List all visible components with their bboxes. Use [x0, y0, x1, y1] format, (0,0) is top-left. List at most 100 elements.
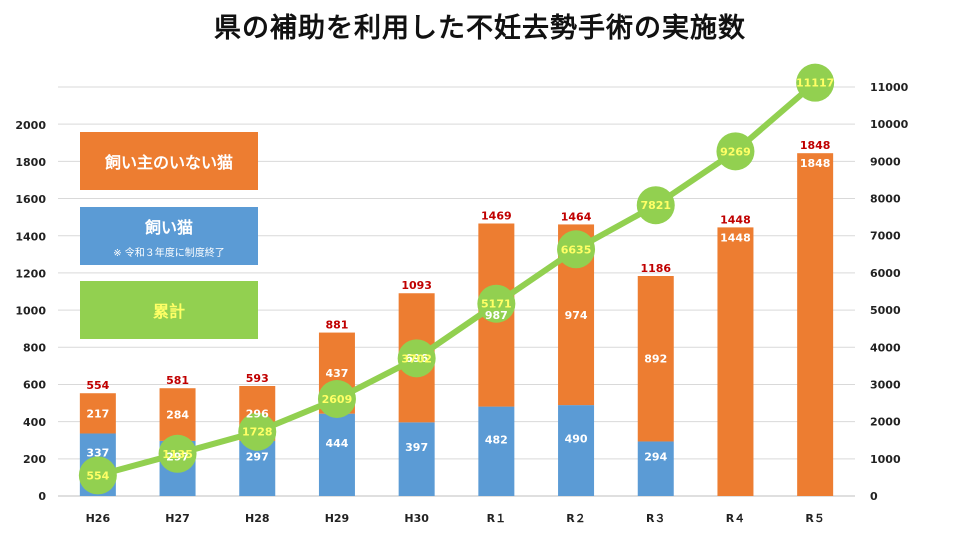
bar-owned-label: 444: [325, 437, 348, 450]
right-tick-label: 7000: [870, 230, 901, 243]
cumulative-label: 554: [86, 469, 109, 482]
bar-owned-label: 337: [86, 447, 109, 460]
x-tick-label: R５: [805, 512, 824, 525]
bar-stray-label: 284: [166, 409, 189, 422]
x-tick-label: H30: [404, 512, 429, 525]
bar-stray-label: 1848: [800, 157, 831, 170]
bar-owned-label: 297: [246, 450, 269, 463]
bar-stray-label: 296: [246, 407, 269, 420]
left-tick-label: 1400: [15, 230, 46, 243]
cumulative-point: [397, 339, 436, 378]
legend-stray-label: 飼い主のいない猫: [104, 153, 233, 172]
bar-total-label: 1093: [401, 279, 432, 292]
bar-stray-label: 974: [565, 309, 588, 322]
x-tick-label: R２: [566, 512, 585, 525]
cumulative-label: 7821: [640, 199, 671, 212]
right-tick-label: 11000: [870, 81, 909, 94]
legend-cumulative: 累計: [80, 281, 258, 339]
cumulative-point: [636, 186, 675, 225]
bar-total-label: 881: [325, 319, 348, 332]
bar-stray: [159, 388, 196, 441]
left-tick-label: 400: [23, 416, 46, 429]
chart-title: 県の補助を利用した不妊去勢手術の実施数: [214, 13, 746, 44]
left-tick-label: 600: [23, 379, 46, 392]
cumulative-point: [317, 379, 356, 418]
right-tick-label: 9000: [870, 155, 901, 168]
cumulative-line-path: [97, 80, 818, 479]
bar-stray: [717, 227, 754, 496]
legend-cumulative-label: 累計: [152, 302, 185, 321]
bar-owned: [398, 422, 435, 496]
bar-total-label: 1186: [640, 262, 671, 275]
cumulative-label: 9269: [720, 145, 751, 158]
cumulative-label: 1135: [162, 448, 193, 461]
bar-owned-label: 482: [485, 433, 508, 446]
legend-stray-cats: 飼い主のいない猫: [80, 132, 258, 190]
x-tick-label: H29: [325, 512, 350, 525]
bar-stray-label: 987: [485, 309, 508, 322]
legend-owned-label: 飼い猫: [144, 217, 193, 237]
bar-owned: [637, 441, 674, 496]
right-tick-label: 1000: [870, 453, 901, 466]
x-tick-label: R３: [646, 512, 665, 525]
legend-owned-cats: 飼い猫 ※ 令和３年度に制度終了: [80, 207, 258, 265]
right-tick-label: 0: [870, 490, 878, 503]
bar-total-label: 593: [246, 372, 269, 385]
bar-stray-label: 892: [644, 353, 667, 366]
bar-owned: [318, 413, 355, 496]
cumulative-point: [796, 63, 835, 102]
bar-owned-label: 397: [405, 441, 428, 454]
left-tick-label: 200: [23, 453, 46, 466]
bar-stray-label: 1448: [720, 231, 751, 244]
right-tick-label: 8000: [870, 193, 901, 206]
left-tick-label: 2000: [15, 119, 46, 132]
x-tick-label: R１: [487, 512, 506, 525]
cumulative-point: [158, 434, 197, 473]
cumulative-label: 3702: [401, 352, 432, 365]
right-tick-label: 6000: [870, 267, 901, 280]
bar-owned-label: 297: [166, 450, 189, 463]
bar-owned: [558, 405, 595, 496]
x-tick-label: H26: [86, 512, 111, 525]
bar-stray-label: 437: [325, 367, 348, 380]
cumulative-label: 2609: [322, 393, 353, 406]
bar-stray: [637, 275, 674, 442]
left-axis: 0 200 400 600 800 1000 1200 1400 1600 1800 2000: [15, 119, 46, 503]
cumulative-label: 6635: [561, 243, 592, 256]
bar-owned: [478, 406, 515, 496]
cumulative-point: [716, 132, 755, 171]
cumulative-point: [238, 412, 277, 451]
bar-stray-label: 696: [405, 352, 428, 365]
bar-total-label: 1848: [800, 139, 831, 152]
left-tick-label: 800: [23, 342, 46, 355]
cumulative-label: 5171: [481, 298, 512, 311]
x-tick-label: H28: [245, 512, 270, 525]
left-tick-label: 1600: [15, 193, 46, 206]
left-tick-label: 1200: [15, 267, 46, 280]
cumulative-label: 11117: [796, 77, 834, 90]
right-axis: 0 1000 2000 3000 4000 5000 6000 7000 8000 9000 100…: [870, 81, 909, 503]
data-labels: 337 217 554 297 284 581 297 296 593 444 437 881 397 6…: [86, 77, 834, 483]
bar-stray: [79, 393, 116, 434]
x-tick-label: H27: [165, 512, 190, 525]
right-tick-label: 3000: [870, 378, 901, 391]
right-tick-label: 10000: [870, 118, 909, 131]
cumulative-line: [78, 63, 835, 495]
bar-owned-label: 294: [644, 451, 667, 464]
bar-total-label: 1464: [561, 210, 592, 223]
bar-stray: [797, 153, 834, 497]
cumulative-point: [557, 230, 596, 269]
right-tick-label: 4000: [870, 341, 901, 354]
right-tick-label: 5000: [870, 304, 901, 317]
left-tick-label: 0: [38, 490, 46, 503]
bar-total-label: 554: [86, 379, 109, 392]
bar-stray-label: 217: [86, 407, 109, 420]
left-tick-label: 1000: [15, 305, 46, 318]
x-tick-label: R４: [726, 512, 745, 525]
cumulative-point: [477, 284, 516, 323]
x-axis: H26 H27 H28 H29 H30 R１ R２ R３ R４ R５: [86, 512, 825, 525]
left-tick-label: 1800: [15, 156, 46, 169]
bar-total-label: 1469: [481, 210, 512, 223]
cumulative-point: [78, 456, 117, 495]
